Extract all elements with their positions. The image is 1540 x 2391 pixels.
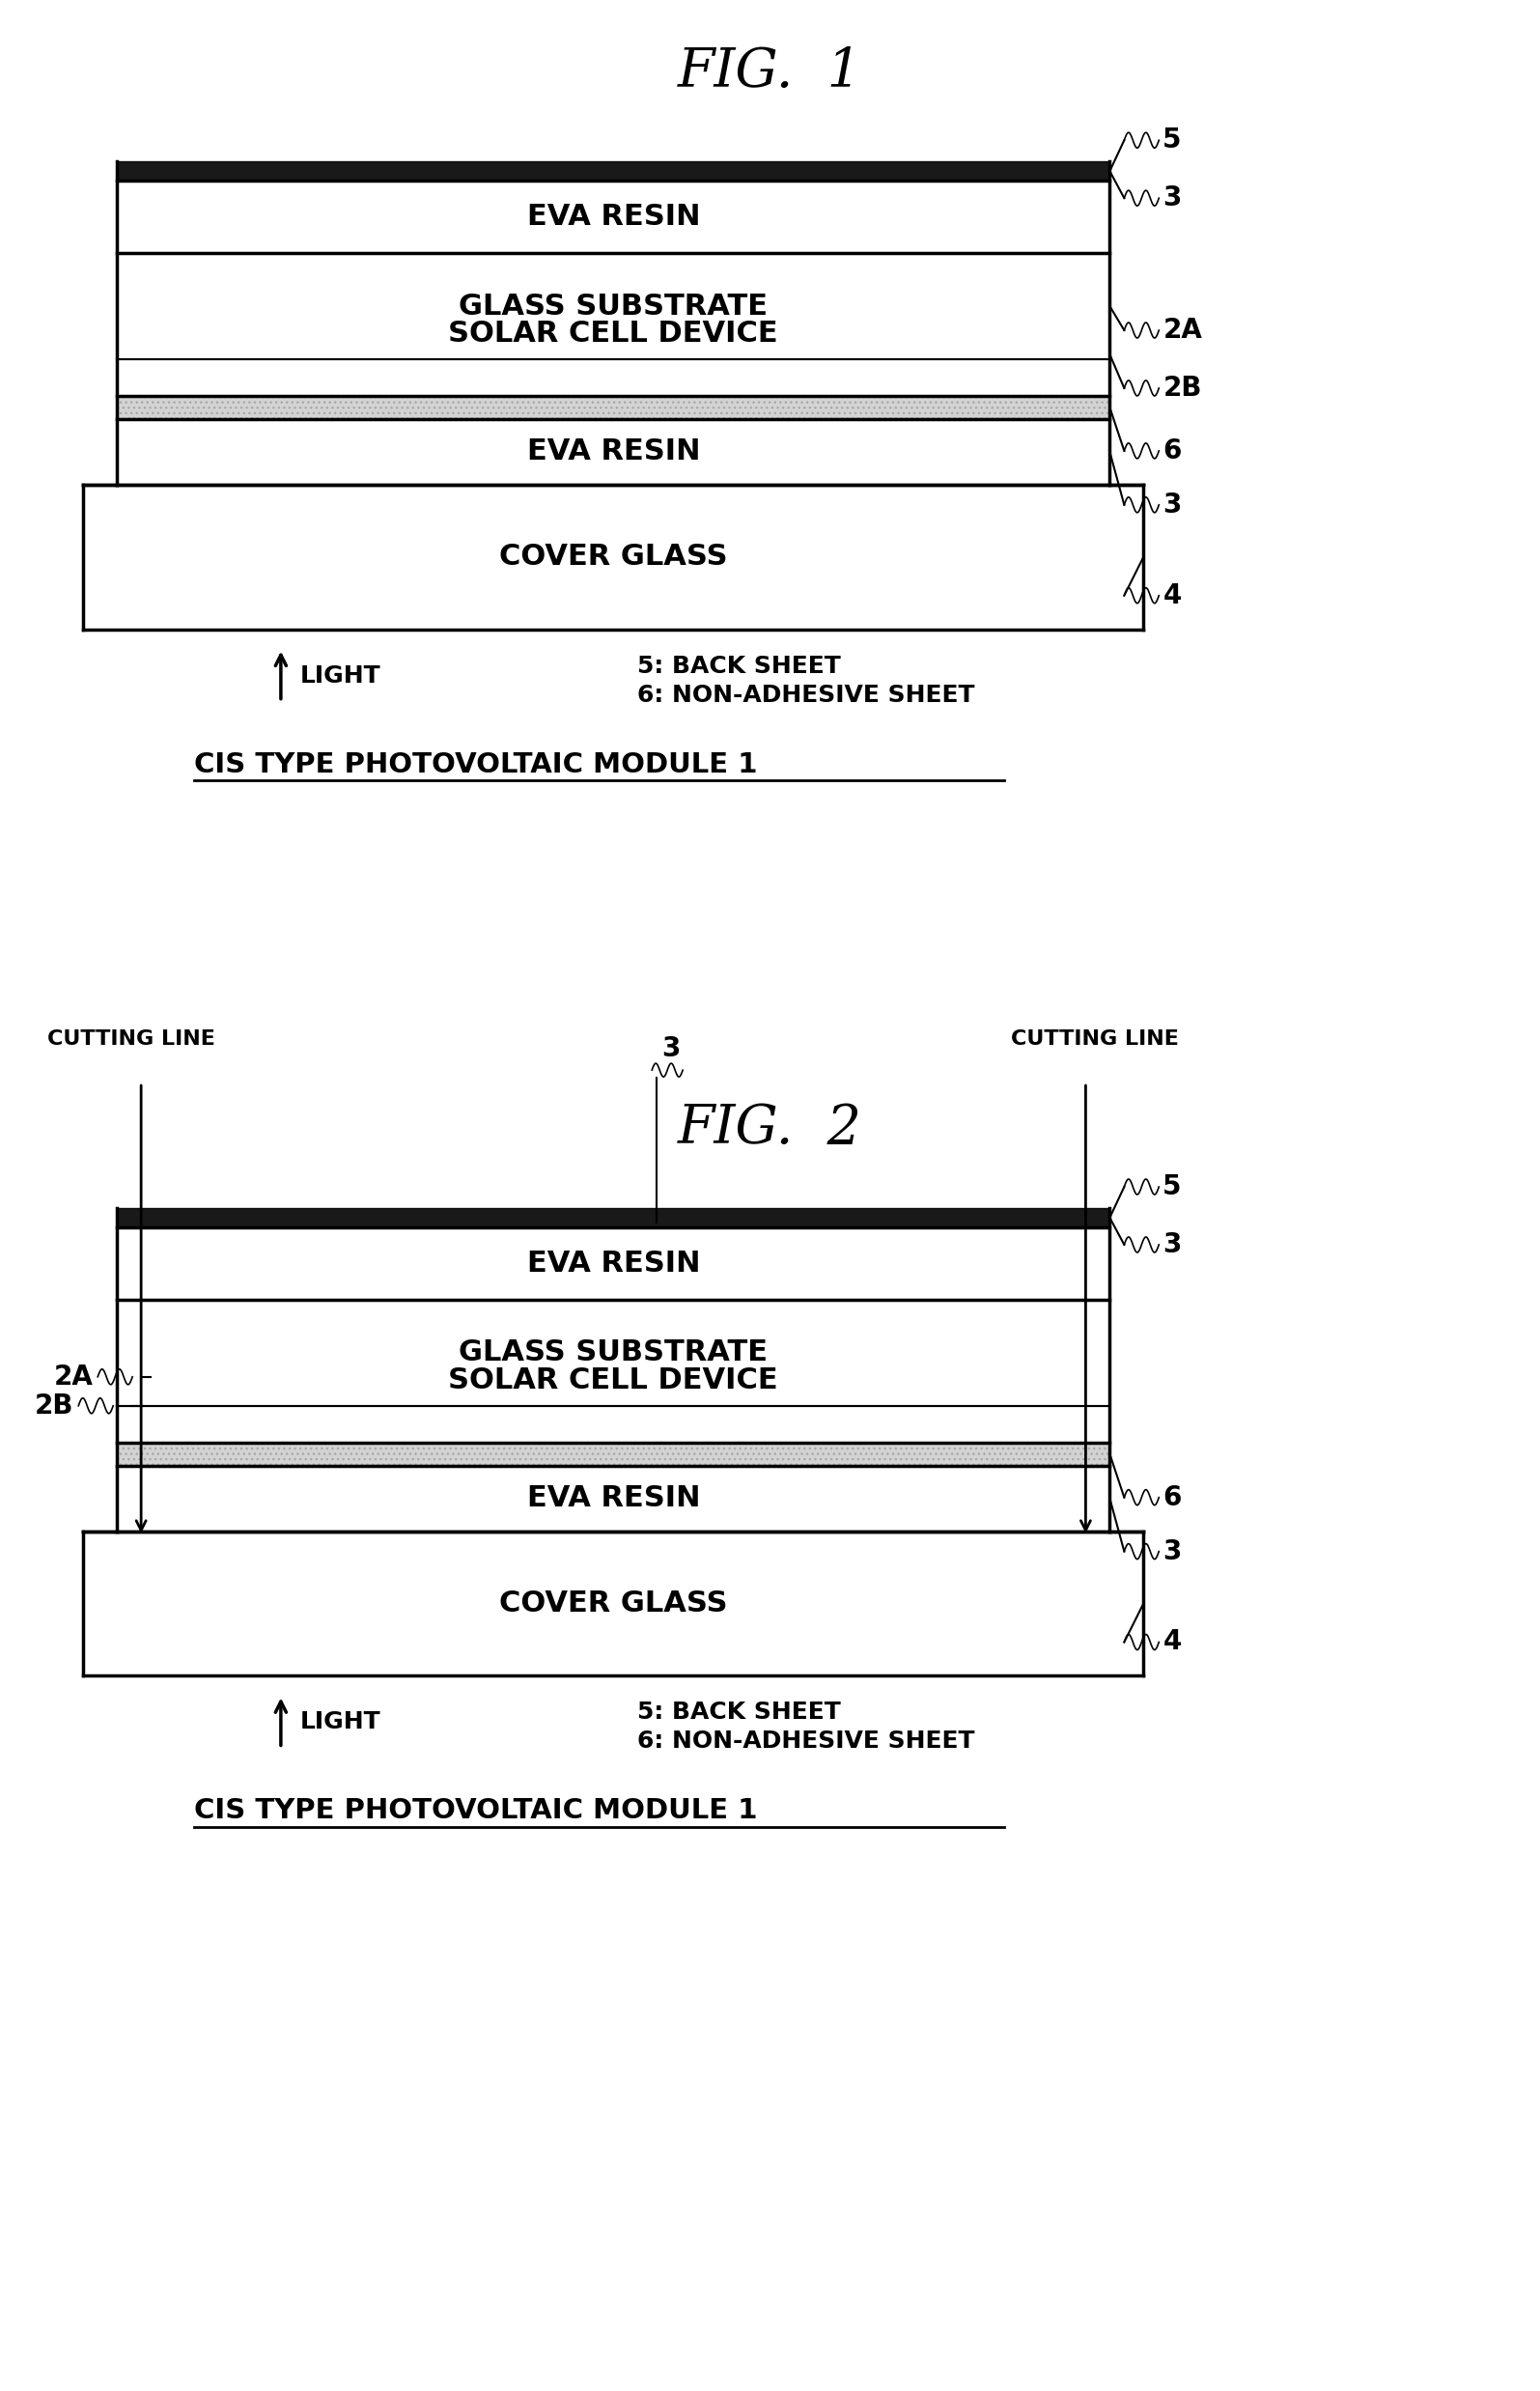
Text: CIS TYPE PHOTOVOLTAIC MODULE 1: CIS TYPE PHOTOVOLTAIC MODULE 1 bbox=[194, 751, 758, 777]
Text: GLASS SUBSTRATE: GLASS SUBSTRATE bbox=[459, 292, 768, 320]
Text: 3: 3 bbox=[1163, 1537, 1181, 1566]
Text: 2A: 2A bbox=[54, 1363, 92, 1389]
Text: GLASS SUBSTRATE: GLASS SUBSTRATE bbox=[459, 1339, 768, 1368]
Text: 5: 5 bbox=[1163, 127, 1181, 153]
Text: 6: NON-ADHESIVE SHEET: 6: NON-ADHESIVE SHEET bbox=[638, 1729, 975, 1753]
Text: 3: 3 bbox=[1163, 490, 1181, 519]
Text: EVA RESIN: EVA RESIN bbox=[527, 438, 701, 466]
Text: 2B: 2B bbox=[1163, 375, 1201, 402]
Text: 3: 3 bbox=[1163, 1231, 1181, 1258]
Text: 4: 4 bbox=[1163, 581, 1181, 610]
Text: 6: NON-ADHESIVE SHEET: 6: NON-ADHESIVE SHEET bbox=[638, 684, 975, 705]
Text: 2A: 2A bbox=[1163, 316, 1203, 344]
Text: 2B: 2B bbox=[34, 1392, 74, 1420]
Text: FIG.  1: FIG. 1 bbox=[678, 45, 862, 98]
Text: EVA RESIN: EVA RESIN bbox=[527, 203, 701, 232]
Text: CUTTING LINE: CUTTING LINE bbox=[48, 1031, 216, 1050]
Text: 6: 6 bbox=[1163, 438, 1181, 464]
Text: LIGHT: LIGHT bbox=[300, 665, 380, 686]
Text: 5: BACK SHEET: 5: BACK SHEET bbox=[638, 1700, 841, 1724]
Text: COVER GLASS: COVER GLASS bbox=[499, 1590, 727, 1619]
Text: SOLAR CELL DEVICE: SOLAR CELL DEVICE bbox=[448, 1365, 778, 1394]
Text: SOLAR CELL DEVICE: SOLAR CELL DEVICE bbox=[448, 320, 778, 347]
Text: COVER GLASS: COVER GLASS bbox=[499, 543, 727, 571]
Text: 3: 3 bbox=[662, 1035, 681, 1062]
Text: 5: BACK SHEET: 5: BACK SHEET bbox=[638, 655, 841, 677]
Text: FIG.  2: FIG. 2 bbox=[678, 1102, 862, 1155]
Text: CIS TYPE PHOTOVOLTAIC MODULE 1: CIS TYPE PHOTOVOLTAIC MODULE 1 bbox=[194, 1798, 758, 1824]
Text: 3: 3 bbox=[1163, 184, 1181, 213]
Text: CUTTING LINE: CUTTING LINE bbox=[1012, 1031, 1180, 1050]
Text: 5: 5 bbox=[1163, 1174, 1181, 1200]
Text: LIGHT: LIGHT bbox=[300, 1710, 380, 1733]
Text: 6: 6 bbox=[1163, 1485, 1181, 1511]
Text: EVA RESIN: EVA RESIN bbox=[527, 1250, 701, 1277]
Text: 4: 4 bbox=[1163, 1628, 1181, 1655]
Text: EVA RESIN: EVA RESIN bbox=[527, 1485, 701, 1514]
